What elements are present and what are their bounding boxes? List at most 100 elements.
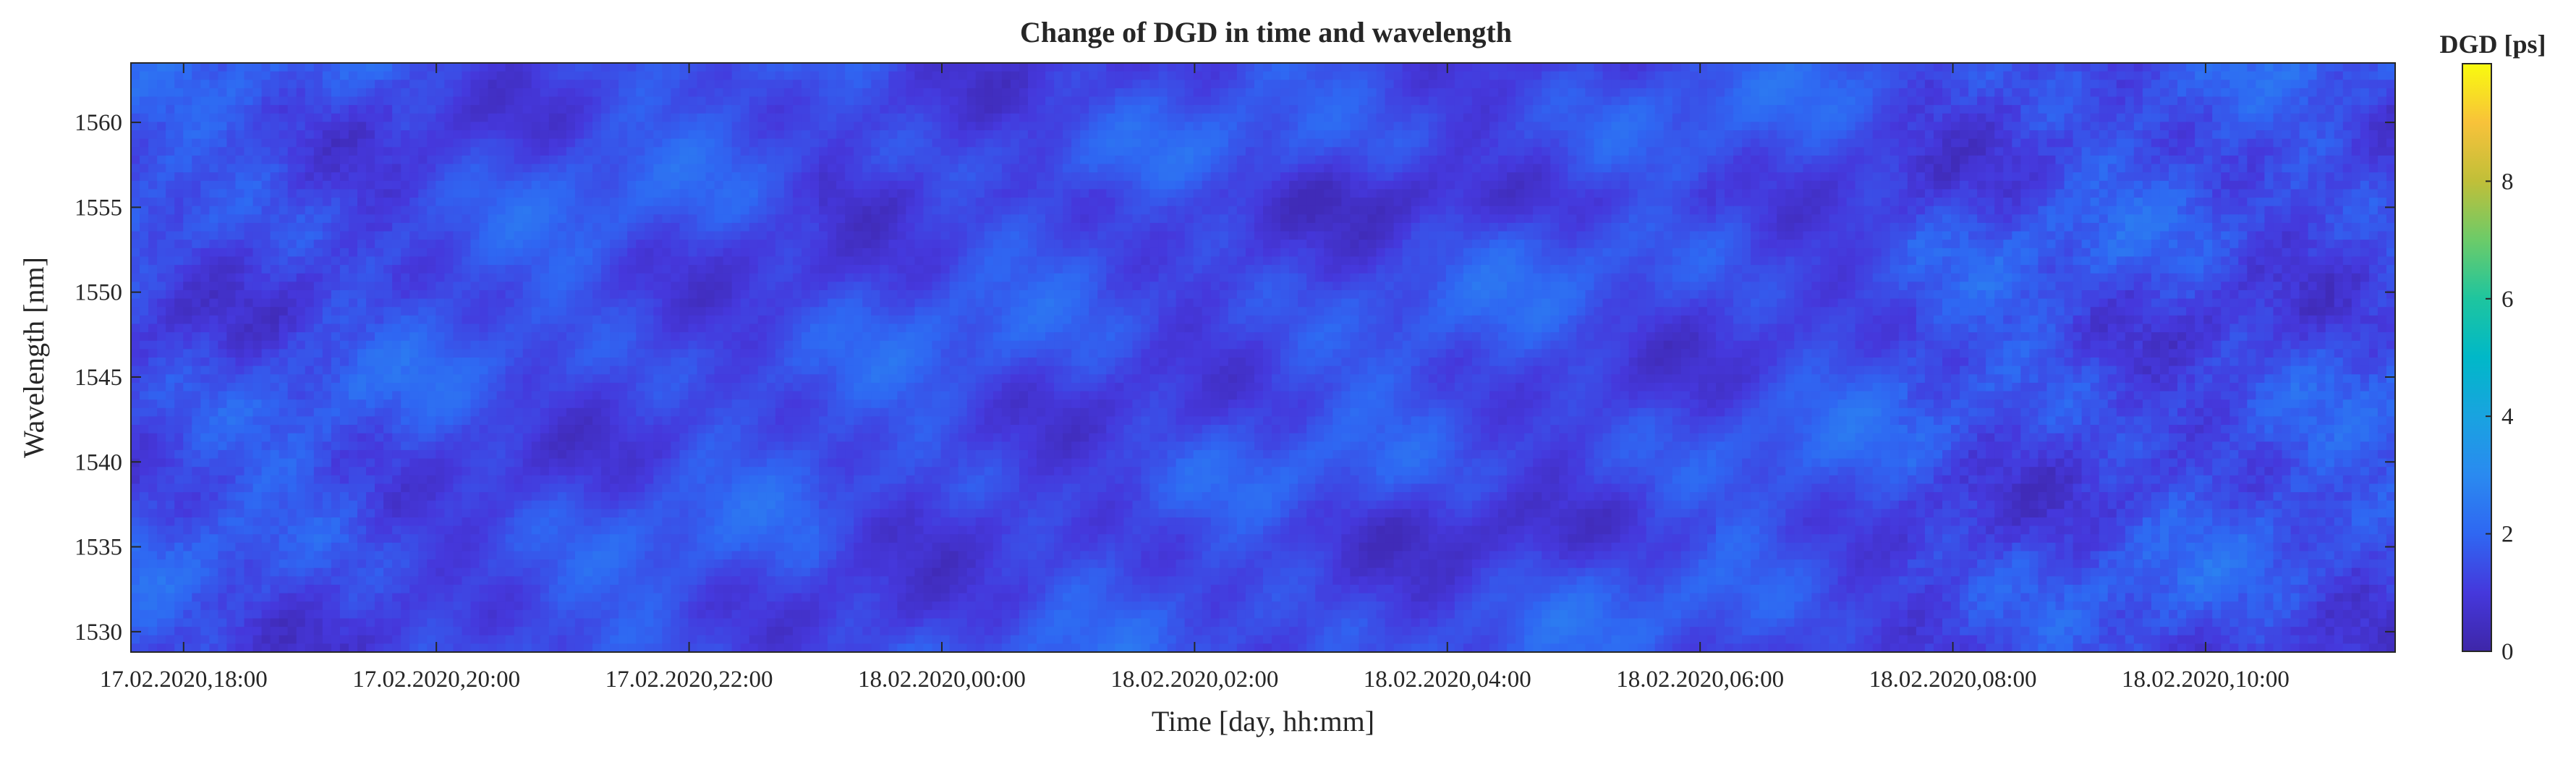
heatmap-cell <box>348 248 358 258</box>
heatmap-cell <box>479 433 489 442</box>
heatmap-cell <box>409 189 419 198</box>
heatmap-cell <box>218 483 228 493</box>
heatmap-cell <box>574 500 585 509</box>
heatmap-cell <box>226 391 237 400</box>
heatmap-cell <box>244 332 254 342</box>
heatmap-cell <box>488 172 498 182</box>
heatmap-cell <box>366 340 375 350</box>
heatmap-cell <box>148 130 158 140</box>
heatmap-cell <box>270 374 280 384</box>
heatmap-cell <box>261 256 271 266</box>
heatmap-cell <box>209 248 218 258</box>
heatmap-cell <box>357 382 367 392</box>
heatmap-cell <box>192 391 201 400</box>
heatmap-cell <box>313 525 323 535</box>
heatmap-cell <box>435 172 445 182</box>
heatmap-cell <box>261 206 271 215</box>
heatmap-cell <box>705 627 715 636</box>
heatmap-cell <box>705 71 715 80</box>
heatmap-cell <box>557 231 567 240</box>
heatmap-cell <box>671 189 681 198</box>
heatmap-cell <box>601 416 611 426</box>
heatmap-cell <box>131 358 140 367</box>
heatmap-cell <box>296 635 306 644</box>
heatmap-cell <box>235 643 245 653</box>
heatmap-cell <box>183 467 192 476</box>
heatmap-cell <box>496 517 506 527</box>
heatmap-cell <box>166 265 175 274</box>
heatmap-cell <box>479 458 489 468</box>
heatmap-cell <box>479 323 489 333</box>
heatmap-cell <box>671 323 681 333</box>
heatmap-cell <box>496 206 506 215</box>
heatmap-cell <box>296 147 306 156</box>
heatmap-cell <box>662 265 671 274</box>
heatmap-cell <box>505 289 515 300</box>
heatmap-cell <box>740 96 750 106</box>
heatmap-cell <box>540 289 550 300</box>
heatmap-cell <box>671 214 681 224</box>
heatmap-cell <box>252 358 263 367</box>
heatmap-cell <box>296 425 306 434</box>
heatmap-cell <box>435 323 445 333</box>
heatmap-cell <box>226 240 237 249</box>
heatmap-cell <box>619 458 628 468</box>
heatmap-cell <box>383 618 393 627</box>
heatmap-cell <box>453 315 463 325</box>
heatmap-cell <box>496 551 506 560</box>
heatmap-cell <box>574 198 585 207</box>
heatmap-cell <box>331 433 341 442</box>
heatmap-cell <box>444 365 454 375</box>
heatmap-cell <box>714 113 724 122</box>
heatmap-cell <box>348 138 358 148</box>
heatmap-cell <box>296 449 306 460</box>
heatmap-cell <box>731 449 741 460</box>
heatmap-cell <box>697 416 707 426</box>
heatmap-cell <box>627 399 637 409</box>
heatmap-cell <box>749 113 759 122</box>
heatmap-cell <box>401 542 410 552</box>
heatmap-cell <box>287 433 297 442</box>
heatmap-cell <box>740 88 750 98</box>
heatmap-cell <box>574 407 585 417</box>
heatmap-cell <box>488 282 498 291</box>
heatmap-cell <box>592 374 602 384</box>
heatmap-cell <box>401 593 410 602</box>
heatmap-cell <box>401 382 410 392</box>
heatmap-cell <box>714 635 724 644</box>
heatmap-cell <box>270 601 280 611</box>
heatmap-cell <box>427 382 436 392</box>
heatmap-cell <box>401 105 410 114</box>
heatmap-cell <box>287 584 297 594</box>
heatmap-cell <box>140 155 149 165</box>
heatmap-cell <box>418 433 428 442</box>
heatmap-cell <box>505 315 515 325</box>
heatmap-cell <box>279 425 289 434</box>
heatmap-cell <box>131 643 140 653</box>
heatmap-cell <box>427 467 436 476</box>
heatmap-cell <box>209 416 218 426</box>
heatmap-cell <box>592 282 602 291</box>
heatmap-cell <box>645 551 654 560</box>
heatmap-cell <box>157 180 166 190</box>
heatmap-cell <box>313 240 323 249</box>
heatmap-cell <box>409 627 419 636</box>
heatmap-cell <box>723 449 733 460</box>
heatmap-cell <box>218 349 228 358</box>
heatmap-cell <box>348 273 358 282</box>
heatmap-cell <box>619 63 628 72</box>
heatmap-cell <box>279 63 289 72</box>
heatmap-cell <box>305 349 315 358</box>
heatmap-cell <box>723 500 733 509</box>
heatmap-cell <box>592 289 602 300</box>
heatmap-cell <box>131 551 140 560</box>
heatmap-cell <box>444 231 454 240</box>
heatmap-cell <box>287 122 297 131</box>
heatmap-cell <box>636 593 645 602</box>
heatmap-cell <box>479 358 489 367</box>
heatmap-cell <box>235 416 245 426</box>
heatmap-cell <box>148 164 158 173</box>
heatmap-cell <box>645 323 654 333</box>
heatmap-cell <box>270 399 280 409</box>
heatmap-cell <box>574 231 585 240</box>
